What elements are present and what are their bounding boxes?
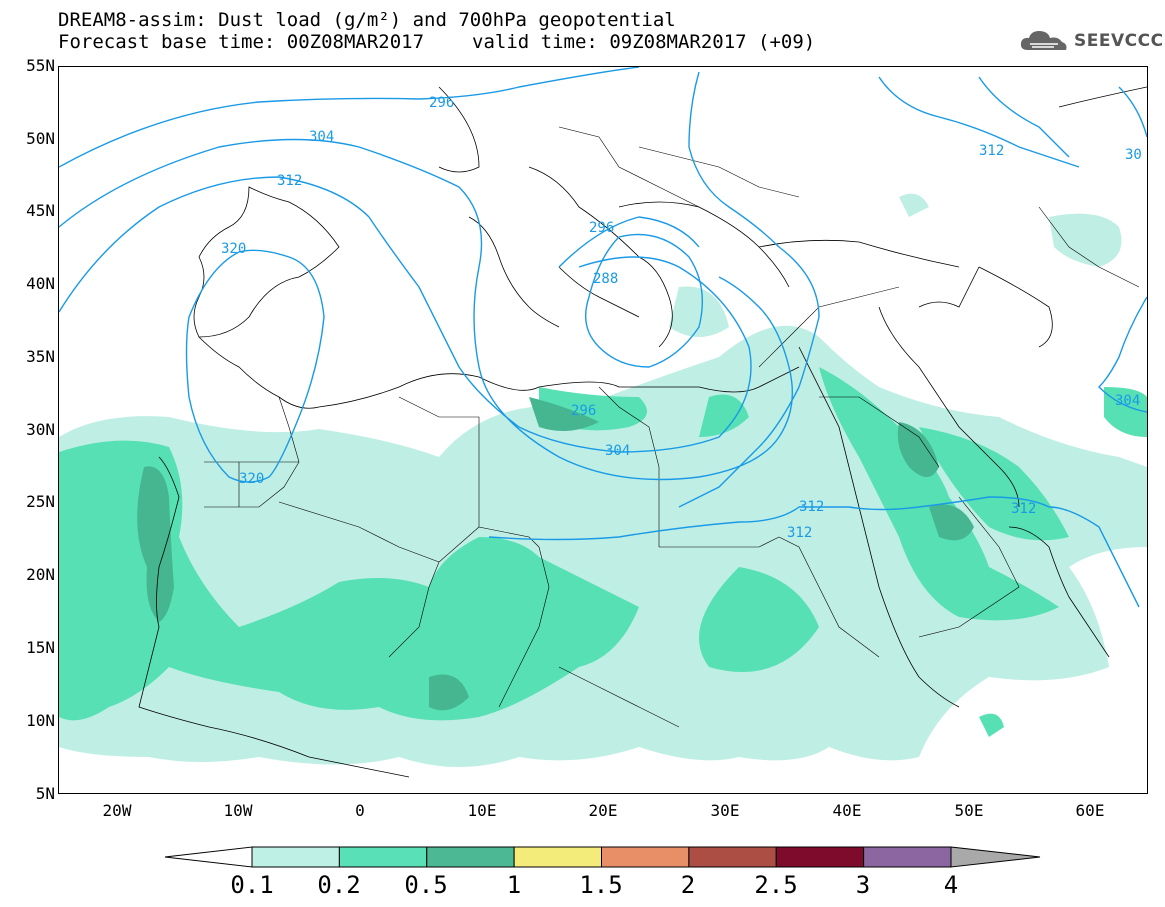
contour-label: 288 [593,271,618,287]
cloud-icon [1020,31,1067,50]
base-time: Forecast base time: 00Z08MAR2017 [58,31,425,53]
contour-label: 296 [589,220,614,236]
lon-tick-label: 20W [102,801,132,820]
lat-tick-label: 10N [26,711,55,730]
dust-fill-medium [59,367,1147,737]
colorbar-cell [688,846,777,868]
colorbar-label: 2 [680,871,696,899]
contour-label: 296 [429,95,454,111]
colorbar-label: 4 [943,871,959,899]
contour-label: 312 [277,173,302,189]
colorbar-label: 1.5 [579,871,623,899]
lon-tick-label: 10E [467,801,497,820]
geopotential-contours [59,67,1147,608]
lon-tick-label: 40E [832,801,862,820]
contour-label: 312 [787,525,812,541]
lat-tick-label: 35N [26,347,55,366]
contour-label: 312 [799,499,824,515]
contour-label: 312 [979,143,1004,159]
colorbar-cells [251,846,952,868]
colorbar-cell [775,846,865,868]
map-subtitle: Forecast base time: 00Z08MAR2017 valid ti… [58,32,815,52]
seevccc-logo: SEEVCCC [1018,28,1164,54]
colorbar-over-arrow [950,846,1041,868]
map-title: DREAM8-assim: Dust load (g/m²) and 700hP… [58,9,676,31]
lat-tick-label: 40N [26,274,55,293]
lat-tick-label: 50N [26,129,55,148]
contour-label: 320 [221,241,246,257]
lat-tick-label: 20N [26,565,55,584]
contour-label: 304 [1115,393,1140,409]
colorbar-cell [251,846,340,868]
lon-tick-label: 30E [710,801,740,820]
contour-label: 296 [571,403,596,419]
lat-tick-label: 55N [26,56,55,75]
lon-tick-label: 60E [1075,801,1105,820]
contour-label: 312 [1011,501,1036,517]
contour-label: 30 [1125,147,1142,163]
valid-time: valid time: 09Z08MAR2017 (+09) [472,31,816,53]
lat-tick-label: 45N [26,201,55,220]
colorbar-label: 0.1 [230,871,274,899]
colorbar-cell [601,846,690,868]
logo-text: SEEVCCC [1074,31,1164,51]
colorbar-label: 3 [855,871,871,899]
colorbar-label: 0.2 [317,871,361,899]
colorbar-label: 1 [506,871,522,899]
lat-tick-label: 25N [26,492,55,511]
lat-tick-label: 30N [26,420,55,439]
colorbar-cell [513,846,602,868]
colorbar-cell [863,846,952,868]
colorbar-label: 2.5 [754,871,798,899]
colorbar-cell [426,846,515,868]
country-borders [204,126,1140,728]
contour-labels: 296 304 312 320 296 288 296 304 312 312 … [221,95,1142,541]
lon-tick-label: 0 [355,801,365,820]
coastlines [138,86,1147,778]
lat-tick-label: 5N [35,784,55,803]
lon-tick-label: 10W [223,801,253,820]
contour-label: 304 [309,129,334,145]
colorbar-under-arrow [164,846,253,868]
dust-fill-dark [137,397,974,711]
lon-tick-label: 20E [588,801,618,820]
map-canvas [59,67,1147,778]
colorbar-label: 0.5 [404,871,448,899]
lon-tick-label: 50E [954,801,984,820]
map-panel: 296 304 312 320 296 288 296 304 312 312 … [58,66,1148,794]
contour-label: 320 [239,471,264,487]
contour-label: 304 [605,443,630,459]
colorbar-cell [338,846,428,868]
lat-tick-label: 15N [26,638,55,657]
